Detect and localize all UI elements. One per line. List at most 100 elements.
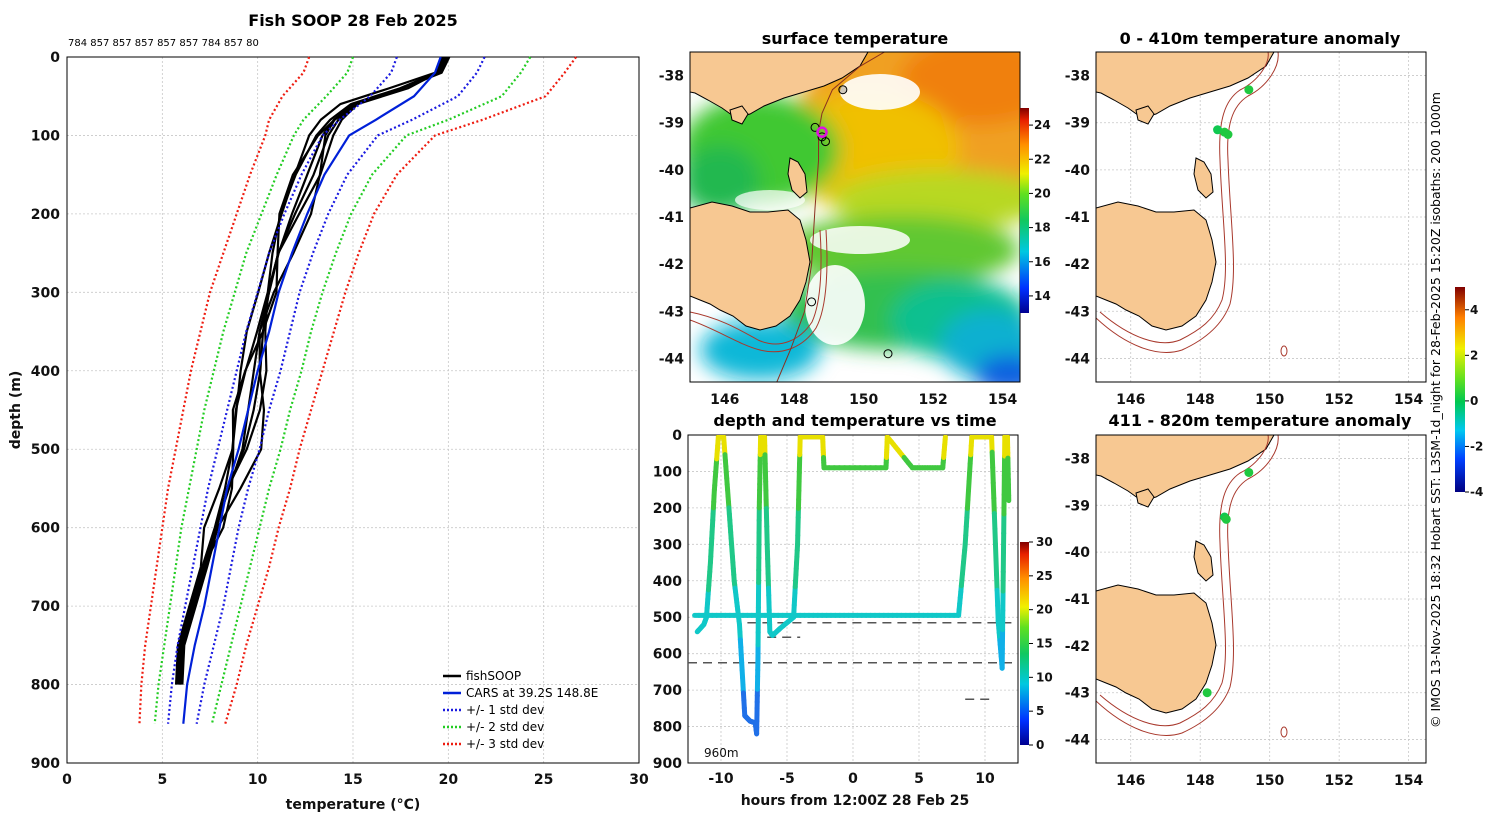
map-ytick: -44 — [659, 351, 685, 367]
timeseries-panel: depth and temperature vs time -10 -5 0 5 100… — [653, 411, 1053, 809]
anomaly-lower-ticks: 146 148 150 152 154 -38 -39 -40 -41 -42 -43 -44 — [1065, 451, 1424, 789]
anomaly-upper-point — [1213, 125, 1223, 135]
sst-station-marker — [883, 349, 893, 359]
sst-station-marker — [807, 297, 817, 307]
sst-stations-group — [807, 85, 893, 359]
sst-colorbar-label: 22 — [1034, 152, 1051, 166]
timeseries-trace-segment — [995, 603, 1001, 624]
profile-ytick: 300 — [31, 285, 60, 301]
anomaly-colorbar-label: 2 — [1470, 348, 1478, 362]
anomaly-colorbar-ticks: -4 -2 0 2 4 — [1465, 303, 1483, 499]
map-ytick: -43 — [1065, 686, 1090, 702]
sst-station-marker — [838, 85, 848, 95]
timeseries-trace-segment — [991, 511, 998, 532]
legend-label-std3: +/- 3 std dev — [466, 737, 544, 751]
timeseries-xtick: -5 — [779, 771, 795, 787]
timeseries-colorbar-label: 10 — [1036, 670, 1053, 684]
legend-label-cars: CARS at 39.2S 148.8E — [466, 686, 598, 700]
sst-map-panel: surface temperature — [659, 29, 1051, 408]
timeseries-trace-segment — [993, 557, 1000, 578]
timeseries-colorbar-label: 30 — [1036, 535, 1053, 549]
map-ytick: -44 — [1065, 733, 1091, 749]
anomaly-lower-point — [1221, 514, 1231, 524]
map-ytick: -40 — [659, 163, 685, 179]
profile-title: Fish SOOP 28 Feb 2025 — [248, 11, 457, 30]
timeseries-colorbar-label: 5 — [1036, 704, 1044, 718]
timeseries-colorbar-ticks: 0 5 10 15 20 25 30 — [1029, 535, 1053, 752]
anomaly-lower-map — [1096, 435, 1426, 763]
timeseries-xtick: 5 — [914, 771, 924, 787]
map-ytick: -40 — [1065, 163, 1091, 179]
sst-station-marker — [820, 137, 830, 147]
profile-series-group — [138, 56, 577, 725]
anomaly-colorbar-label: -4 — [1470, 485, 1483, 499]
timeseries-trace-segment — [992, 541, 999, 563]
map-ytick: -41 — [659, 210, 684, 226]
map-ytick: -38 — [659, 69, 684, 85]
anomaly-upper-panel: 0 - 410m temperature anomaly 146 148 150 15… — [1065, 29, 1427, 408]
map-ytick: -41 — [1065, 592, 1090, 608]
sst-colorbar — [1020, 108, 1029, 313]
profile-ytick: 800 — [31, 678, 60, 694]
fishsoop-profile-line — [176, 56, 446, 685]
anomaly-upper-point — [1244, 85, 1254, 95]
profile-xlabel: temperature (°C) — [286, 797, 421, 813]
anomaly-upper-points — [1213, 85, 1254, 139]
legend-label-std2: +/- 2 std dev — [466, 720, 544, 734]
timeseries-trace-segment — [989, 435, 995, 455]
map-ytick: -41 — [1065, 210, 1090, 226]
map-ytick: -40 — [1065, 545, 1091, 561]
map-xtick: 146 — [710, 392, 739, 408]
profile-xtick: 5 — [157, 772, 167, 788]
map-ytick: -39 — [1065, 116, 1090, 132]
profile-ytick: 400 — [31, 364, 60, 380]
sst-colorbar-label: 24 — [1034, 118, 1051, 132]
timeseries-xlabel: hours from 12:00Z 28 Feb 25 — [741, 793, 970, 809]
profile-ytick: 600 — [31, 521, 60, 537]
timeseries-title: depth and temperature vs time — [713, 411, 996, 430]
map-xtick: 152 — [919, 392, 948, 408]
map-xtick: 150 — [1255, 773, 1284, 789]
profile-ytick: 100 — [31, 128, 60, 144]
timeseries-colorbar — [1020, 542, 1029, 745]
timeseries-depth-note: 960m — [704, 746, 739, 760]
map-xtick: 152 — [1325, 392, 1354, 408]
timeseries-trace-segment — [989, 449, 996, 470]
map-ytick: -38 — [1065, 451, 1090, 467]
map-ytick: -38 — [1065, 69, 1090, 85]
sst-map-ticks: 146 148 150 152 154 -38 -39 -40 -41 -42 -43 -44 — [659, 69, 1018, 408]
sst-colorbar-ticks: 14 16 18 20 22 24 — [1029, 118, 1051, 303]
timeseries-trace-segment — [992, 526, 998, 547]
sst-selected-station-marker — [816, 126, 828, 138]
profile-panel: Fish SOOP 28 Feb 2025 784 857 857 857 85… — [8, 11, 649, 813]
profile-xtick: 10 — [248, 772, 268, 788]
timeseries-ytick: 0 — [672, 428, 682, 444]
map-ytick: -43 — [659, 304, 684, 320]
map-xtick: 150 — [849, 392, 878, 408]
profile-ytick: 900 — [31, 756, 60, 772]
anomaly-lower-frame — [1095, 434, 1427, 764]
std-dev-line — [195, 56, 486, 724]
timeseries-colorbar-label: 25 — [1036, 569, 1053, 583]
std-dev-line — [153, 56, 355, 724]
legend-label-std1: +/- 1 std dev — [466, 703, 544, 717]
map-ytick: -39 — [1065, 498, 1090, 514]
profile-xtick: 20 — [439, 772, 459, 788]
timeseries-series-group — [688, 435, 1018, 737]
std-dev-line — [138, 56, 311, 724]
profile-xtick: 0 — [62, 772, 72, 788]
anomaly-lower-title: 411 - 820m temperature anomaly — [1109, 411, 1412, 430]
map-ytick: -42 — [1065, 257, 1090, 273]
profile-sample-counts: 784 857 857 857 857 857 784 857 80 — [68, 38, 259, 49]
profile-xtick: 15 — [343, 772, 362, 788]
timeseries-trace-segment — [990, 480, 997, 501]
timeseries-trace-segment — [994, 587, 1001, 609]
timeseries-ytick: 700 — [653, 683, 682, 699]
timeseries-xtick: 0 — [848, 771, 858, 787]
anomaly-colorbar-label: 4 — [1470, 303, 1478, 317]
map-xtick: 146 — [1116, 392, 1145, 408]
ship-track-line — [776, 52, 885, 382]
map-ytick: -39 — [659, 116, 684, 132]
map-xtick: 154 — [1394, 773, 1423, 789]
